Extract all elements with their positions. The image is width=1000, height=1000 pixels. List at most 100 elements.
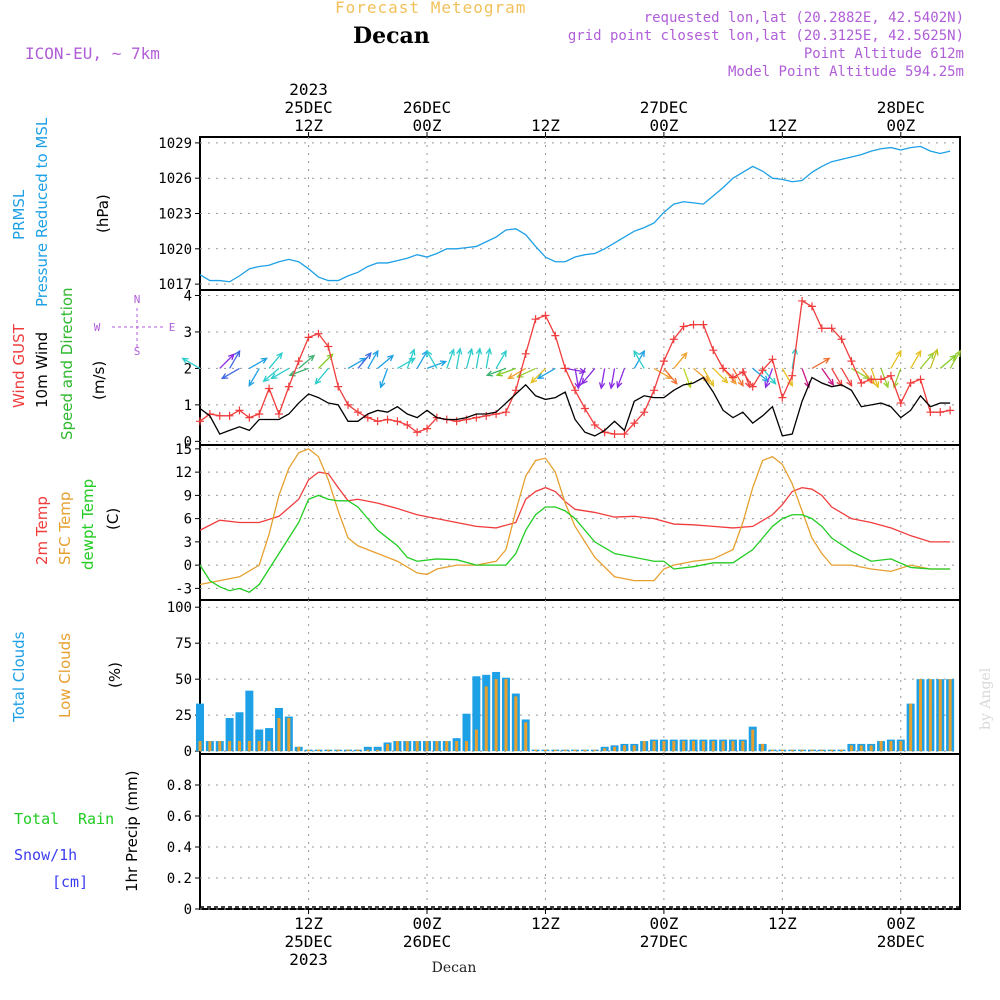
total-clouds-bar [235, 712, 244, 752]
temperature-ytick-label: 3 [184, 535, 192, 551]
model-label: ICON-EU, ~ 7km [25, 44, 160, 63]
wind-direction-arrow [268, 352, 283, 369]
precip-ytick-label: 0.2 [167, 871, 192, 887]
precip-legend-rain: Rain [78, 810, 114, 828]
wind-direction-arrow [263, 367, 280, 382]
wind-direction-arrow [860, 367, 875, 385]
precip-ylabel: 1hr Precip (mm) [123, 771, 141, 892]
wind-direction-arrow [289, 367, 309, 376]
low-clouds-bar [218, 741, 222, 752]
low-clouds-bar [198, 741, 202, 752]
clouds-panel: 0 25 50 75 100 Total Clouds Low Clouds (%) [10, 599, 961, 760]
model-altitude: Model Point Altitude 594.25m [727, 64, 964, 80]
wind-direction-arrow [416, 350, 428, 369]
low-clouds-bar [593, 749, 597, 752]
wind-direction-arrow [929, 349, 938, 369]
wind-direction-arrow [377, 355, 394, 369]
time-axis-top-label: 27DEC [640, 98, 688, 117]
wind-direction-arrow [486, 367, 507, 376]
gust-marker [541, 311, 550, 320]
wind-ytick-label: 2 [184, 361, 192, 377]
wind-direction-arrowhead [895, 349, 902, 358]
time-axis-bottom-label: 28DEC [877, 932, 925, 951]
wind-ytick-label: 4 [184, 288, 192, 304]
wind-direction-arrowhead [671, 377, 678, 385]
wind-direction-arrowhead [456, 347, 463, 355]
wind-direction-arrow [221, 367, 240, 379]
low-clouds-bar [524, 722, 528, 752]
wind-direction-arrow [693, 367, 710, 382]
gust-marker [709, 346, 718, 355]
wind-direction-arrowhead [536, 373, 545, 380]
temperature-ytick-label: -3 [175, 581, 192, 597]
wind-direction-arrowhead [485, 347, 492, 355]
low-clouds-bar [543, 749, 547, 752]
gust-marker [837, 335, 846, 344]
wind-direction-arrowhead [475, 347, 483, 355]
low-clouds-bar [603, 748, 607, 752]
time-axis-top-label: 28DEC [877, 98, 925, 117]
gust-marker [867, 375, 876, 384]
wind-direction-arrowhead [220, 373, 229, 380]
wind-direction-arrow [910, 350, 922, 369]
pressure-ytick-label: 1023 [158, 207, 192, 223]
gust-marker [827, 324, 836, 333]
gust-marker [640, 408, 649, 417]
wind-direction-arrowhead [387, 354, 395, 362]
time-axis-top-label: 25DEC [284, 98, 332, 117]
gust-marker [294, 357, 303, 366]
low-clouds-bar [425, 741, 429, 752]
wind-direction-arrowhead [314, 377, 322, 385]
precip-legend-unit: [cm] [52, 873, 88, 891]
gust-marker [650, 386, 659, 395]
wind-panel: 0 1 2 3 4 Wind GUST 10m Wind Speed and Directio… [10, 287, 961, 450]
wind-direction-arrowhead [270, 373, 278, 380]
low-clouds-bar [711, 741, 715, 752]
wind-direction-arrow [610, 368, 616, 389]
low-clouds-bar [297, 746, 301, 752]
location-title: Decan [353, 23, 430, 49]
wind-direction-arrowhead [608, 382, 616, 390]
pressure-ytick-label: 1026 [158, 171, 192, 187]
wind-direction-arrow [455, 348, 461, 369]
wind-direction-arrow [530, 367, 546, 384]
wind-direction-arrowhead [495, 370, 504, 377]
gust-marker [659, 357, 668, 366]
gust-marker [393, 417, 402, 426]
gust-marker [719, 364, 728, 373]
total-clouds-bar [196, 703, 204, 752]
low-clouds-bar [287, 718, 291, 752]
gust-marker [610, 430, 619, 439]
gust-marker [817, 324, 826, 333]
gust-marker [304, 333, 313, 342]
gust-marker [571, 386, 580, 395]
wind-direction-arrow [537, 367, 556, 379]
low-clouds-bar [632, 745, 636, 752]
low-clouds-bar [395, 741, 399, 752]
clouds-ytick-label: 0 [184, 744, 192, 760]
low-clouds-bar [721, 741, 725, 752]
precip-ytick-label: 0 [184, 902, 192, 918]
low-clouds-bar [228, 741, 232, 752]
time-axis-top-label: 00Z [413, 116, 442, 135]
low-clouds-bar [464, 741, 468, 752]
time-axis-bottom-label: 2023 [289, 950, 328, 969]
low-clouds-bar [307, 749, 311, 752]
low-clouds-bar [830, 749, 834, 752]
temp-ylabel-unit: (C) [104, 508, 122, 530]
temperature-series-sfc-temp [199, 448, 951, 586]
low-clouds-bar [336, 749, 340, 752]
low-clouds-bar [247, 741, 251, 752]
gust-marker [274, 410, 283, 418]
gust-marker [551, 331, 560, 340]
low-clouds-bar [692, 741, 696, 752]
low-clouds-bar [642, 741, 646, 752]
gust-marker [413, 428, 422, 437]
low-clouds-bar [494, 679, 498, 752]
wind-ylabel-gust: Wind GUST [10, 323, 28, 408]
wind-direction-arrow [831, 368, 843, 387]
wind-direction-arrow [890, 350, 902, 369]
wind-direction-arrowhead [234, 349, 241, 358]
time-axis-bottom-label: 00Z [886, 914, 915, 933]
